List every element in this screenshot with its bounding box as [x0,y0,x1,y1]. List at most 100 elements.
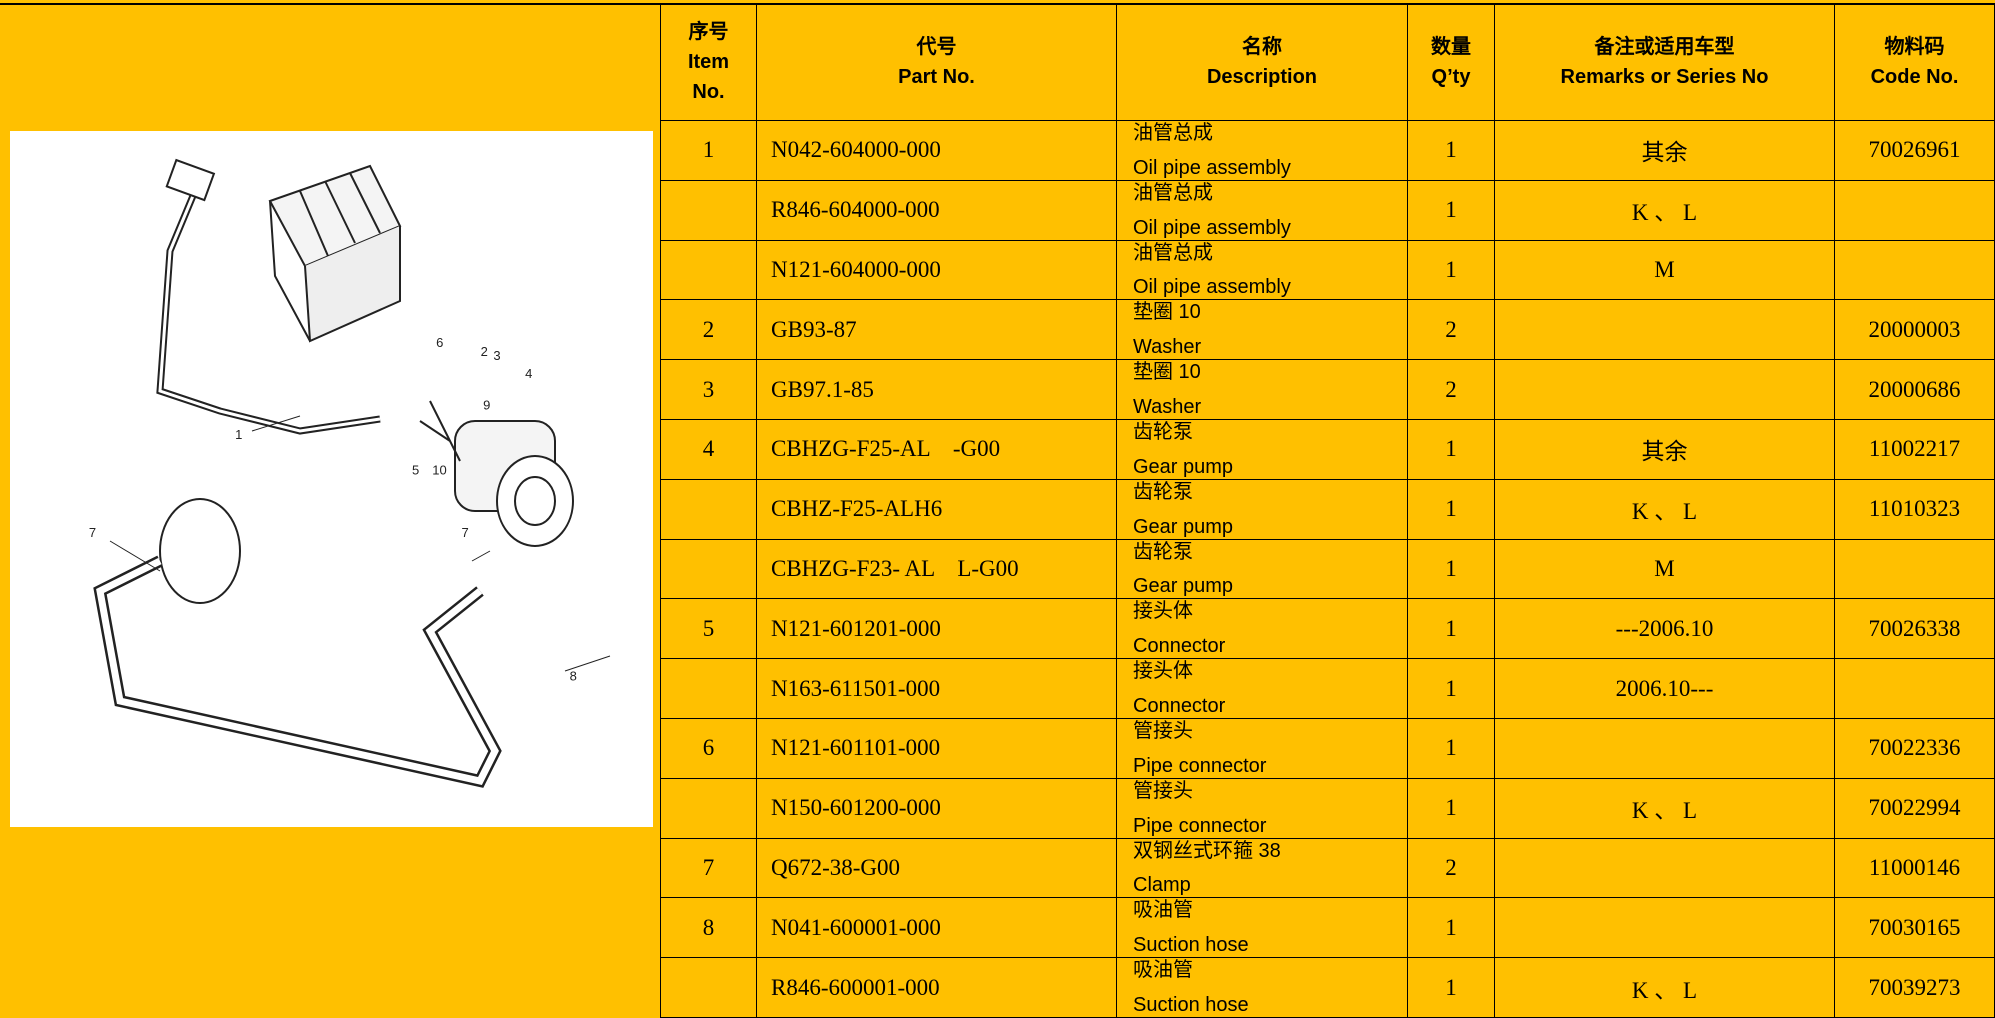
desc-zh: 垫圈 10 [1133,361,1201,384]
part-cell: CBHZG-F23- AL L-G00 [757,539,1117,600]
code-cell-text: 70026338 [1868,615,1961,641]
item-cell [660,240,757,301]
qty-cell: 1 [1408,778,1495,839]
part-cell: CBHZG-F25-AL -G00 [757,420,1117,480]
callout: 6 [436,335,443,350]
code-cell: 70026338 [1835,599,1995,660]
qty-cell: 1 [1408,121,1495,181]
remarks-cell-text: K 、 L [1631,977,1698,1003]
desc-zh: 管接头 [1133,720,1193,742]
qty-cell-text: 1 [1445,914,1457,940]
qty-cell: 1 [1408,599,1495,660]
desc-cell: 齿轮泵 Gear pump [1117,479,1408,540]
header-text: Code No. [1870,66,1959,88]
part-cell-text: CBHZ-F25-ALH6 [771,496,943,522]
part-cell-text: Q672-38-G00 [771,854,901,880]
item-cell-text: 2 [702,316,715,342]
desc-cell: 吸油管 Suction hose [1117,958,1408,1018]
item-cell [660,539,757,600]
qty-cell-text: 1 [1445,496,1457,522]
remarks-cell: K 、 L [1495,778,1835,839]
remarks-cell: M [1495,539,1835,600]
callout: 7 [462,525,469,540]
part-cell: GB93-87 [757,300,1117,361]
item-cell-text: 6 [702,735,715,761]
callout: 10 [432,462,446,477]
header-cell: 备注或适用车型 Remarks or Series No [1495,4,1835,121]
part-cell: N042-604000-000 [757,121,1117,181]
remarks-cell-text: K 、 L [1631,798,1698,824]
qty-cell: 1 [1408,240,1495,301]
header-cell: 名称 Description [1117,4,1408,121]
remarks-cell-text: K 、 L [1631,200,1698,226]
header-cell: 数量 Q’ty [1408,4,1495,121]
qty-cell-text: 1 [1445,735,1457,761]
item-cell: 8 [660,898,757,959]
parts-table: 序号 Item No. 代号 Part No. 名称 Description 数量 Q’ty 备注… [660,4,1995,1018]
desc-zh: 吸油管 [1133,899,1193,922]
part-cell-text: R846-604000-000 [771,197,940,223]
code-cell-text: 70026961 [1868,137,1961,163]
code-cell-text: 70022336 [1868,735,1961,761]
item-cell-text: 4 [702,436,715,462]
remarks-cell [1495,719,1835,779]
qty-cell: 1 [1408,958,1495,1018]
desc-cell: 齿轮泵 Gear pump [1117,539,1408,600]
desc-cell: 油管总成 Oil pipe assembly [1117,180,1408,241]
code-cell-text: 20000686 [1868,376,1961,402]
part-cell-text: R846-600001-000 [771,974,940,1000]
header-text: 数量 [1431,36,1471,58]
code-cell-text: 11002217 [1868,436,1961,462]
item-cell [660,958,757,1018]
item-cell: 1 [660,121,757,181]
desc-zh: 接头体 [1133,660,1193,683]
desc-en: Gear pump [1133,515,1234,538]
qty-cell-text: 1 [1445,675,1457,701]
code-cell-text: 20000003 [1868,316,1961,342]
desc-en: Suction hose [1133,993,1249,1016]
item-cell: 4 [660,420,757,480]
header-cell: 序号 Item No. [660,4,757,121]
part-cell: N121-601101-000 [757,719,1117,779]
desc-zh: 齿轮泵 [1133,421,1193,443]
item-cell: 3 [660,360,757,420]
desc-en: Washer [1133,395,1202,418]
remarks-cell: 其余 [1495,420,1835,480]
remarks-cell [1495,360,1835,420]
item-cell-text: 1 [702,137,715,163]
remarks-cell [1495,838,1835,899]
callout: 1 [235,427,242,442]
desc-cell: 垫圈 10 Washer [1117,360,1408,420]
desc-en: Pipe connector [1133,814,1267,837]
part-cell: R846-604000-000 [757,180,1117,241]
callout: 8 [570,669,577,684]
part-cell: R846-600001-000 [757,958,1117,1018]
desc-zh: 油管总成 [1133,241,1213,264]
desc-cell: 管接头 Pipe connector [1117,778,1408,839]
header-text: 名称 [1242,36,1282,58]
desc-cell: 管接头 Pipe connector [1117,719,1408,779]
code-cell: 20000003 [1835,300,1995,361]
code-cell: 70022994 [1835,778,1995,839]
qty-cell-text: 2 [1445,376,1457,402]
desc-cell: 油管总成 Oil pipe assembly [1117,240,1408,301]
qty-cell-text: 1 [1445,795,1457,821]
code-cell: 70039273 [1835,958,1995,1018]
item-cell [660,778,757,839]
callout: 9 [483,398,490,413]
code-cell: 11000146 [1835,838,1995,899]
header-text: No. [692,81,725,103]
qty-cell-text: 1 [1445,197,1457,223]
pump [419,400,574,547]
remarks-cell: 其余 [1495,121,1835,181]
header-cell: 代号 Part No. [757,4,1117,121]
qty-cell-text: 1 [1445,256,1457,282]
code-cell: 11010323 [1835,479,1995,540]
desc-cell: 齿轮泵 Gear pump [1117,420,1408,480]
remarks-cell [1495,898,1835,959]
part-cell: N163-611501-000 [757,659,1117,719]
desc-cell: 接头体 Connector [1117,599,1408,660]
part-cell-text: GB93-87 [771,316,857,342]
qty-cell: 2 [1408,838,1495,899]
qty-cell: 1 [1408,898,1495,959]
